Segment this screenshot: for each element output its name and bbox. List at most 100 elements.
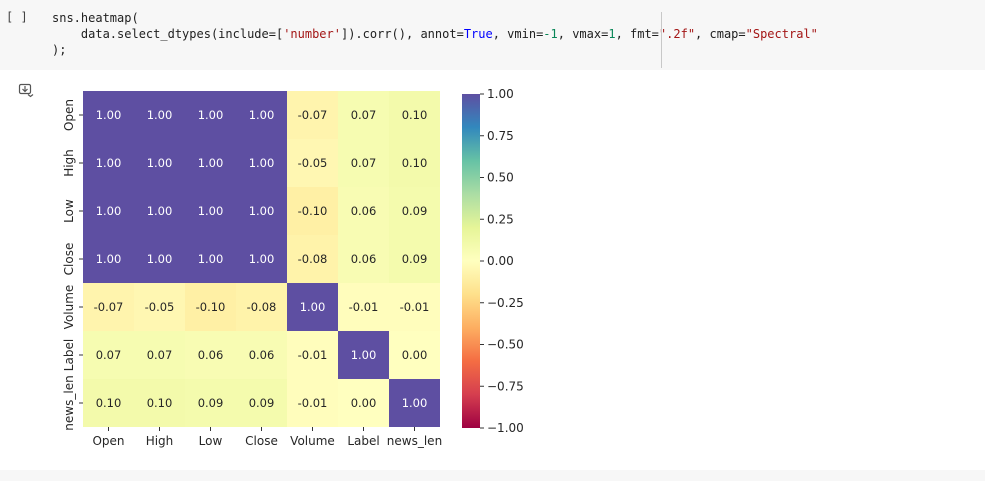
code-editor[interactable]: sns.heatmap( data.select_dtypes(include=… bbox=[52, 10, 818, 58]
heatmap-annotation: -0.08 bbox=[247, 300, 277, 314]
heatmap-cell bbox=[389, 235, 440, 283]
colorbar-tick-label: 0.75 bbox=[487, 129, 514, 143]
heatmap-annotation: 1.00 bbox=[249, 204, 275, 218]
heatmap-cell bbox=[185, 139, 236, 187]
heatmap-cell bbox=[83, 139, 134, 187]
heatmap-annotation: 0.07 bbox=[351, 108, 377, 122]
y-tick-label: Label bbox=[62, 339, 76, 371]
colorbar-tick-label: −1.00 bbox=[487, 421, 524, 435]
heatmap-annotation: 1.00 bbox=[96, 156, 122, 170]
heatmap-cell bbox=[338, 91, 389, 139]
heatmap-cell bbox=[389, 283, 440, 331]
heatmap-annotation: 1.00 bbox=[351, 348, 377, 362]
heatmap-annotation: 1.00 bbox=[147, 156, 173, 170]
code-token: data.select_dtypes(include=[ bbox=[52, 27, 284, 41]
heatmap-annotation: -0.01 bbox=[400, 300, 430, 314]
heatmap-cell bbox=[287, 235, 338, 283]
text-cursor bbox=[661, 12, 662, 68]
heatmap-annotation: 0.09 bbox=[198, 396, 224, 410]
colorbar-tick-label: 0.00 bbox=[487, 254, 514, 268]
code-token: 'number' bbox=[283, 27, 341, 41]
heatmap-cell bbox=[338, 331, 389, 379]
code-cell[interactable]: [ ] sns.heatmap( data.select_dtypes(incl… bbox=[0, 0, 985, 70]
code-token: -1 bbox=[543, 27, 558, 41]
x-tick-label: news_len bbox=[387, 434, 442, 448]
heatmap-annotation: 0.00 bbox=[402, 348, 428, 362]
correlation-heatmap: 1.00 1.00 1.00 1.00 -0.07 0.07 0.10 1.00 1.00 1.0… bbox=[62, 87, 524, 448]
run-cell-button[interactable]: [ ] bbox=[6, 10, 28, 24]
heatmap-annotation: 1.00 bbox=[147, 252, 173, 266]
heatmap-cell bbox=[338, 379, 389, 427]
heatmap-annotation: 0.07 bbox=[147, 348, 173, 362]
heatmap-annotation: 1.00 bbox=[198, 204, 224, 218]
heatmap-cell bbox=[83, 91, 134, 139]
heatmap-cell bbox=[185, 283, 236, 331]
heatmap-cell bbox=[389, 139, 440, 187]
heatmap-annotation: -0.01 bbox=[298, 396, 328, 410]
heatmap-annotation: 1.00 bbox=[147, 108, 173, 122]
code-token: 1 bbox=[608, 27, 616, 41]
heatmap-annotation: 0.09 bbox=[402, 204, 428, 218]
heatmap-annotation: 0.10 bbox=[402, 156, 428, 170]
next-cell[interactable] bbox=[0, 470, 985, 481]
heatmap-annotation: 0.06 bbox=[198, 348, 224, 362]
heatmap-annotation: -0.08 bbox=[298, 252, 328, 266]
colorbar-tick-label: −0.75 bbox=[487, 379, 524, 393]
heatmap-annotation: 0.10 bbox=[402, 108, 428, 122]
heatmap-cell bbox=[236, 235, 287, 283]
heatmap-cell bbox=[185, 187, 236, 235]
x-tick-label: Label bbox=[347, 434, 379, 448]
y-tick-label: High bbox=[62, 149, 76, 177]
code-token: ]).corr(), annot= bbox=[340, 27, 464, 41]
y-tick-label: Volume bbox=[62, 285, 76, 330]
heatmap-annotation: 1.00 bbox=[300, 300, 326, 314]
heatmap-cell bbox=[236, 283, 287, 331]
heatmap-annotation: -0.05 bbox=[298, 156, 328, 170]
code-line-1: sns.heatmap( bbox=[52, 11, 139, 25]
heatmap-annotation: 0.06 bbox=[351, 252, 377, 266]
heatmap-annotation: 1.00 bbox=[249, 108, 275, 122]
colorbar-tick-label: 1.00 bbox=[487, 87, 514, 101]
heatmap-annotation: -0.07 bbox=[94, 300, 124, 314]
code-token: , cmap= bbox=[695, 27, 746, 41]
code-token: True bbox=[463, 27, 493, 41]
colorbar-tick-label: −0.25 bbox=[487, 296, 524, 310]
heatmap-cell bbox=[236, 139, 287, 187]
y-tick-label: news_len bbox=[62, 375, 76, 430]
code-token: ".2f" bbox=[658, 27, 696, 41]
heatmap-cell bbox=[185, 331, 236, 379]
code-token: , vmin= bbox=[492, 27, 544, 41]
heatmap-cell bbox=[287, 379, 338, 427]
code-line-2: data.select_dtypes(include=['number']).c… bbox=[52, 27, 818, 41]
heatmap-annotation: 1.00 bbox=[96, 108, 122, 122]
code-token: "Spectral" bbox=[745, 27, 818, 41]
heatmap-annotation: -0.10 bbox=[196, 300, 226, 314]
y-tick-label: Open bbox=[62, 99, 76, 131]
colorbar-tick-label: −0.50 bbox=[487, 338, 524, 352]
heatmap-annotation: 0.00 bbox=[351, 396, 377, 410]
heatmap-cell bbox=[338, 235, 389, 283]
heatmap-cell bbox=[287, 187, 338, 235]
heatmap-cell bbox=[287, 331, 338, 379]
heatmap-annotation: 1.00 bbox=[198, 108, 224, 122]
heatmap-cell bbox=[236, 331, 287, 379]
heatmap-annotation: 0.07 bbox=[351, 156, 377, 170]
heatmap-cell bbox=[287, 139, 338, 187]
heatmap-annotation: -0.01 bbox=[349, 300, 379, 314]
heatmap-annotation: 0.07 bbox=[96, 348, 122, 362]
heatmap-annotation: 0.06 bbox=[249, 348, 275, 362]
heatmap-annotation: 0.09 bbox=[249, 396, 275, 410]
heatmap-annotation: 1.00 bbox=[96, 204, 122, 218]
heatmap-cell bbox=[338, 187, 389, 235]
output-toggle-icon[interactable] bbox=[18, 82, 34, 98]
heatmap-cell bbox=[83, 283, 134, 331]
heatmap-cell bbox=[389, 187, 440, 235]
heatmap-annotation: 0.09 bbox=[402, 252, 428, 266]
output-expand-icon bbox=[18, 83, 34, 98]
heatmap-cell bbox=[83, 187, 134, 235]
heatmap-cell bbox=[134, 91, 185, 139]
y-tick-label: Low bbox=[62, 199, 76, 223]
x-tick-label: High bbox=[146, 434, 174, 448]
heatmap-annotation: -0.05 bbox=[145, 300, 175, 314]
heatmap-cell bbox=[134, 235, 185, 283]
